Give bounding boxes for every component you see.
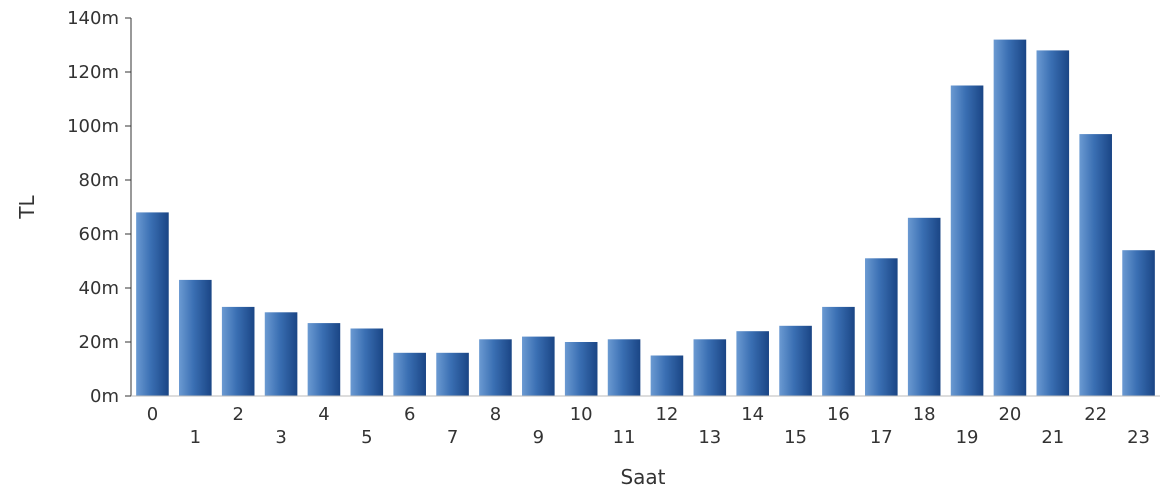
x-tick-label: 13 xyxy=(698,427,721,448)
y-axis-title: TL xyxy=(15,194,39,219)
x-tick-label: 16 xyxy=(827,404,850,425)
bar-hour-10 xyxy=(564,342,598,396)
x-tick-label: 14 xyxy=(741,404,764,425)
y-tick-label: 60m xyxy=(79,224,119,245)
x-tick-label: 0 xyxy=(147,404,158,425)
x-tick-label: 9 xyxy=(533,427,544,448)
x-tick-label: 17 xyxy=(870,427,893,448)
x-tick-label: 12 xyxy=(655,404,678,425)
x-tick-label: 15 xyxy=(784,427,807,448)
bar-hour-21 xyxy=(1036,50,1070,397)
x-tick-label: 8 xyxy=(490,404,501,425)
x-tick-label: 18 xyxy=(913,404,936,425)
bar-hour-9 xyxy=(522,336,555,396)
bars xyxy=(136,39,1155,397)
bar-hour-18 xyxy=(907,217,941,396)
bar-hour-4 xyxy=(307,323,341,396)
bar-hour-0 xyxy=(136,212,169,396)
bar-hour-19 xyxy=(950,85,984,396)
y-tick-label: 20m xyxy=(79,332,119,353)
bar-hour-20 xyxy=(993,39,1027,396)
bar-hour-12 xyxy=(650,355,684,396)
x-tick-label: 7 xyxy=(447,427,458,448)
bar-hour-11 xyxy=(607,339,641,396)
y-tick-label: 120m xyxy=(67,62,119,83)
x-tick-label: 20 xyxy=(998,404,1021,425)
bar-hour-22 xyxy=(1079,134,1112,396)
bar-hour-5 xyxy=(350,328,384,396)
bar-hour-15 xyxy=(779,325,812,396)
x-tick-label: 2 xyxy=(232,404,243,425)
bar-hour-23 xyxy=(1122,250,1155,396)
bar-hour-16 xyxy=(822,306,855,396)
y-tick-label: 140m xyxy=(67,8,119,29)
bar-hour-7 xyxy=(436,352,469,396)
x-tick-label: 6 xyxy=(404,404,415,425)
x-tick-label: 4 xyxy=(318,404,329,425)
bar-hour-17 xyxy=(865,258,898,396)
bar-hour-8 xyxy=(479,339,512,396)
x-tick-label: 23 xyxy=(1127,427,1150,448)
x-tick-label: 10 xyxy=(570,404,593,425)
x-tick-label: 22 xyxy=(1084,404,1107,425)
x-axis-title: Saat xyxy=(620,465,665,489)
y-tick-label: 100m xyxy=(67,116,119,137)
y-axis: 0m 20m 40m 60m 80m 100m 120m 140m xyxy=(67,8,132,407)
y-tick-label: 40m xyxy=(79,278,119,299)
y-tick-label: 0m xyxy=(90,386,119,407)
bar-hour-1 xyxy=(179,279,212,396)
bar-hour-13 xyxy=(693,339,727,396)
bar-hour-3 xyxy=(264,312,298,396)
bar-hour-14 xyxy=(736,331,769,396)
x-tick-label: 3 xyxy=(275,427,286,448)
x-tick-label: 21 xyxy=(1041,427,1064,448)
y-tick-label: 80m xyxy=(79,170,119,191)
x-tick-label: 19 xyxy=(956,427,979,448)
bar-hour-6 xyxy=(393,352,426,396)
x-tick-label: 1 xyxy=(190,427,201,448)
x-tick-label: 5 xyxy=(361,427,372,448)
bar-hour-2 xyxy=(221,306,255,396)
x-tick-label: 11 xyxy=(613,427,636,448)
